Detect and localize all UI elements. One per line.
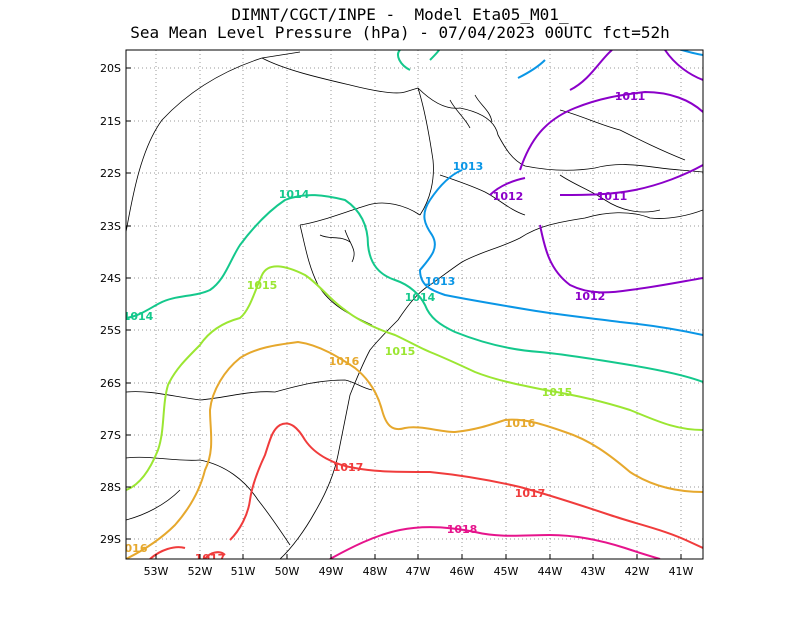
- map-borders: [126, 51, 703, 559]
- lon-tick-labels: 53W 52W 51W 50W 49W 48W 47W 46W 45W 44W …: [144, 565, 694, 578]
- isobar-1016-a: [126, 340, 703, 559]
- label-1014-a: 1014: [279, 188, 310, 201]
- lat-tick-20S: 20S: [100, 62, 121, 75]
- grid-lines: [126, 50, 703, 559]
- lon-tick-53W: 53W: [144, 565, 169, 578]
- label-1017-c: 1017: [195, 552, 226, 565]
- label-1017-a: 1017: [333, 461, 364, 474]
- lat-tick-23S: 23S: [100, 220, 121, 233]
- isobar-1011-b: [664, 50, 703, 81]
- label-1016-b: 1016: [505, 417, 536, 430]
- isobar-1015-a: [126, 265, 703, 491]
- contour-labels: 1011 1011 1012 1012 1013 1013 1014 1014 …: [123, 90, 646, 565]
- label-1013-b: 1013: [425, 275, 456, 288]
- isobars: [126, 50, 703, 559]
- label-1015-a: 1015: [247, 279, 278, 292]
- label-1016-a: 1016: [329, 355, 360, 368]
- lat-tick-26S: 26S: [100, 377, 121, 390]
- label-1015-c: 1015: [542, 386, 573, 399]
- label-1011-b: 1011: [597, 190, 628, 203]
- isobar-1011-c: [519, 90, 703, 171]
- isobar-1017-b: [149, 546, 226, 559]
- lat-tick-24S: 24S: [100, 272, 121, 285]
- lat-tick-25S: 25S: [100, 324, 121, 337]
- lon-tick-42W: 42W: [625, 565, 650, 578]
- lon-tick-48W: 48W: [363, 565, 388, 578]
- label-1012-b: 1012: [575, 290, 606, 303]
- isobar-1011-a: [569, 50, 613, 91]
- lon-tick-46W: 46W: [450, 565, 475, 578]
- label-1014-c: 1014: [123, 310, 154, 323]
- isobar-1014-b: [126, 194, 703, 383]
- isobar-1011-d: [559, 164, 703, 196]
- lat-tick-29S: 29S: [100, 533, 121, 546]
- lon-tick-44W: 44W: [538, 565, 563, 578]
- lon-tick-41W: 41W: [669, 565, 694, 578]
- label-1015-b: 1015: [385, 345, 416, 358]
- tick-marks: [126, 67, 682, 559]
- isobar-1018: [329, 526, 661, 559]
- lat-tick-28S: 28S: [100, 481, 121, 494]
- label-1016-c: 016: [125, 542, 148, 555]
- chart-title-line2: Sea Mean Level Pressure (hPa) - 07/04/20…: [130, 23, 670, 42]
- lon-tick-50W: 50W: [275, 565, 300, 578]
- lon-tick-43W: 43W: [581, 565, 606, 578]
- label-1012-a: 1012: [493, 190, 524, 203]
- plot-frame: [125, 49, 704, 560]
- label-1018-a: 1018: [447, 523, 478, 536]
- isobar-1014-a: [397, 50, 441, 71]
- lon-tick-52W: 52W: [188, 565, 213, 578]
- lon-tick-45W: 45W: [494, 565, 519, 578]
- lat-tick-22S: 22S: [100, 167, 121, 180]
- label-1011-a: 1011: [615, 90, 646, 103]
- label-1014-b: 1014: [405, 291, 436, 304]
- lat-tick-27S: 27S: [100, 429, 121, 442]
- lon-tick-49W: 49W: [319, 565, 344, 578]
- chart-title-line1: DIMNT/CGCT/INPE - Model Eta05_M01_: [231, 5, 569, 24]
- label-1013-a: 1013: [453, 160, 484, 173]
- label-1017-b: 1017: [515, 487, 546, 500]
- lon-tick-51W: 51W: [231, 565, 256, 578]
- isobar-1012: [489, 177, 703, 294]
- lat-tick-labels: 20S 21S 22S 23S 24S 25S 26S 27S 28S 29S: [100, 62, 121, 546]
- lat-tick-21S: 21S: [100, 115, 121, 128]
- isobar-1017-a: [229, 422, 703, 549]
- lon-tick-47W: 47W: [406, 565, 431, 578]
